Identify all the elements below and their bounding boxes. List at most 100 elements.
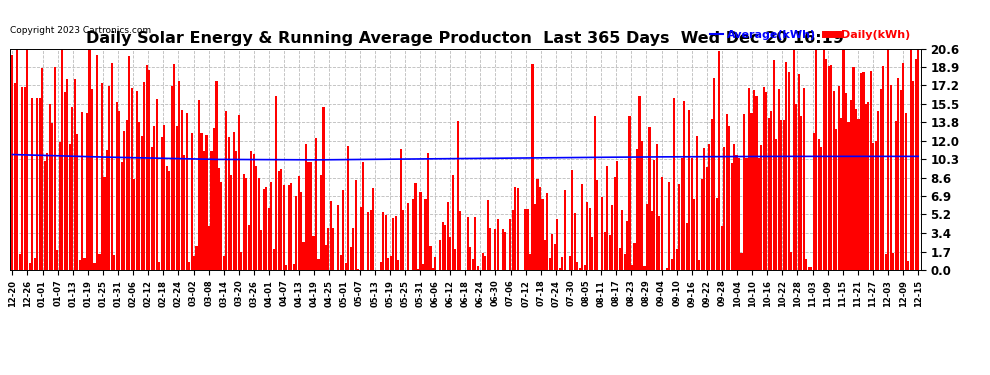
Bar bbox=[320, 175, 322, 270]
Bar bbox=[815, 49, 817, 270]
Bar bbox=[260, 230, 262, 270]
Bar bbox=[895, 121, 897, 270]
Bar bbox=[489, 228, 491, 270]
Bar bbox=[701, 178, 703, 270]
Bar bbox=[459, 211, 461, 270]
Bar bbox=[333, 228, 335, 270]
Bar bbox=[280, 169, 282, 270]
Bar bbox=[870, 71, 872, 270]
Bar bbox=[372, 188, 374, 270]
Bar bbox=[272, 249, 275, 270]
Bar bbox=[34, 258, 36, 270]
Bar bbox=[621, 210, 623, 270]
Bar bbox=[226, 111, 228, 270]
Bar bbox=[451, 175, 453, 270]
Bar bbox=[818, 139, 820, 270]
Bar bbox=[910, 49, 912, 270]
Bar bbox=[558, 268, 561, 270]
Bar bbox=[810, 267, 812, 270]
Bar bbox=[693, 199, 695, 270]
Bar bbox=[512, 210, 514, 270]
Bar bbox=[270, 182, 272, 270]
Bar bbox=[390, 256, 392, 270]
Bar bbox=[882, 66, 884, 270]
Bar bbox=[529, 254, 531, 270]
Bar bbox=[129, 56, 131, 270]
Bar bbox=[892, 253, 894, 270]
Bar bbox=[175, 126, 177, 270]
Bar bbox=[830, 64, 833, 270]
Bar bbox=[343, 190, 345, 270]
Bar bbox=[126, 120, 128, 270]
Bar bbox=[835, 129, 838, 270]
Bar bbox=[770, 111, 772, 270]
Bar bbox=[718, 51, 720, 270]
Bar bbox=[68, 144, 70, 270]
Bar bbox=[658, 216, 660, 270]
Bar bbox=[703, 148, 705, 270]
Bar bbox=[213, 128, 215, 270]
Bar bbox=[860, 73, 862, 270]
Bar bbox=[471, 259, 474, 270]
Bar bbox=[78, 260, 80, 270]
Bar bbox=[753, 90, 755, 270]
Bar bbox=[362, 162, 364, 270]
Bar bbox=[768, 118, 770, 270]
Bar bbox=[532, 64, 534, 270]
Bar bbox=[193, 255, 195, 270]
Bar bbox=[318, 260, 320, 270]
Bar bbox=[576, 262, 578, 270]
Bar bbox=[53, 67, 55, 270]
Bar bbox=[673, 98, 675, 270]
Bar bbox=[556, 219, 558, 270]
Bar bbox=[313, 236, 315, 270]
Bar bbox=[369, 210, 372, 270]
Bar bbox=[211, 151, 213, 270]
Bar bbox=[121, 162, 123, 270]
Bar bbox=[579, 268, 581, 270]
Bar bbox=[66, 80, 68, 270]
Bar bbox=[347, 146, 349, 270]
Bar bbox=[477, 266, 479, 270]
Bar bbox=[546, 193, 548, 270]
Bar bbox=[502, 229, 504, 270]
Bar bbox=[594, 116, 596, 270]
Bar bbox=[847, 122, 849, 270]
Bar bbox=[392, 217, 394, 270]
Bar bbox=[238, 115, 240, 270]
Bar bbox=[902, 63, 904, 270]
Bar bbox=[747, 88, 750, 270]
Bar bbox=[131, 88, 133, 270]
Bar bbox=[800, 116, 802, 270]
Bar bbox=[323, 107, 325, 270]
Bar bbox=[231, 176, 233, 270]
Bar bbox=[305, 144, 307, 270]
Bar bbox=[721, 226, 723, 270]
Bar bbox=[890, 85, 892, 270]
Bar bbox=[487, 200, 489, 270]
Bar bbox=[504, 232, 506, 270]
Bar bbox=[645, 204, 648, 270]
Bar bbox=[267, 208, 269, 270]
Bar bbox=[29, 263, 31, 270]
Bar bbox=[188, 262, 190, 270]
Bar bbox=[163, 125, 165, 270]
Bar bbox=[648, 127, 650, 270]
Bar bbox=[108, 86, 111, 270]
Bar bbox=[551, 234, 553, 270]
Bar bbox=[93, 263, 96, 270]
Bar bbox=[793, 50, 795, 270]
Bar bbox=[591, 237, 593, 270]
Bar bbox=[349, 247, 351, 270]
Bar bbox=[537, 180, 539, 270]
Bar bbox=[106, 150, 108, 270]
Bar bbox=[706, 166, 708, 270]
Bar bbox=[885, 254, 887, 270]
Bar bbox=[825, 59, 828, 270]
Bar bbox=[604, 232, 606, 270]
Bar bbox=[42, 68, 44, 270]
Bar bbox=[124, 130, 126, 270]
Bar bbox=[514, 187, 516, 270]
Bar bbox=[820, 147, 823, 270]
Bar bbox=[609, 236, 611, 270]
